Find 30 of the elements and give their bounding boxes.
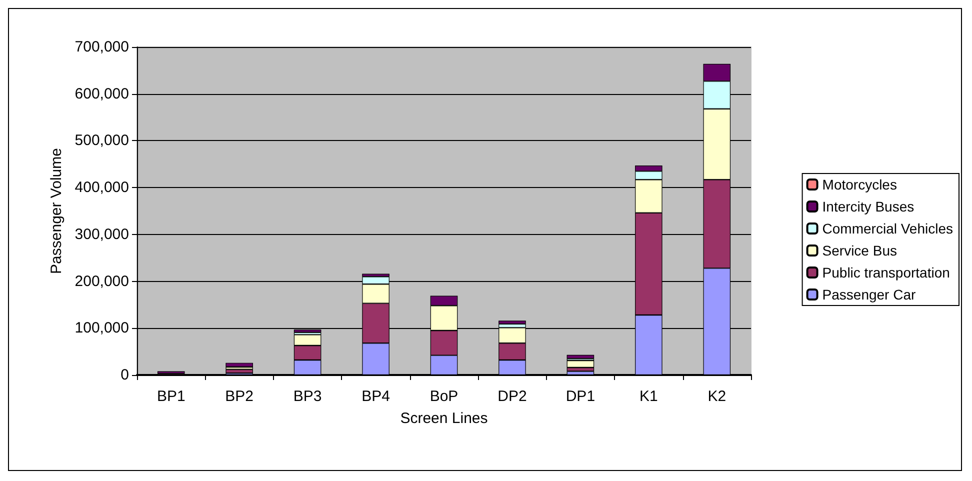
bar [566, 354, 594, 359]
y-tick-label: 600,000 [74, 85, 129, 102]
y-tick-label: 400,000 [74, 179, 129, 196]
x-tick-label: BoP [430, 388, 458, 405]
bar [498, 320, 526, 324]
y-tick-label: 500,000 [74, 132, 129, 150]
bar [226, 369, 253, 374]
y-tick-label: 300,000 [74, 226, 129, 243]
x-tick-label: BP1 [156, 388, 186, 405]
x-tick-label: DP2 [498, 388, 527, 405]
x-tick-label: DP1 [566, 388, 596, 405]
legend-label: Public transportation [822, 264, 950, 280]
y-tick-label: 200,000 [74, 272, 129, 290]
x-tick-label: K1 [639, 388, 658, 405]
bar [566, 360, 594, 368]
y-tick-label: 100,000 [74, 320, 129, 337]
x-tick-label: K2 [708, 388, 726, 405]
legend-label: Commercial Vehicles [822, 220, 954, 236]
legend-label: Motorcycles [822, 176, 897, 192]
legend-label: Passenger Car [822, 286, 916, 302]
y-tick-label: 0 [120, 366, 129, 384]
bar [226, 362, 253, 368]
x-tick-label: BP2 [225, 388, 254, 405]
y-tick-label: 700,000 [74, 38, 129, 56]
y-axis-title: Passenger Volume [48, 148, 65, 274]
legend-label: Intercity Buses [822, 198, 914, 214]
x-tick-label: BP3 [293, 388, 322, 405]
x-axis-title: Screen Lines [400, 410, 488, 427]
x-tick-label: BP4 [362, 388, 390, 405]
legend-label: Service Bus [822, 242, 897, 258]
